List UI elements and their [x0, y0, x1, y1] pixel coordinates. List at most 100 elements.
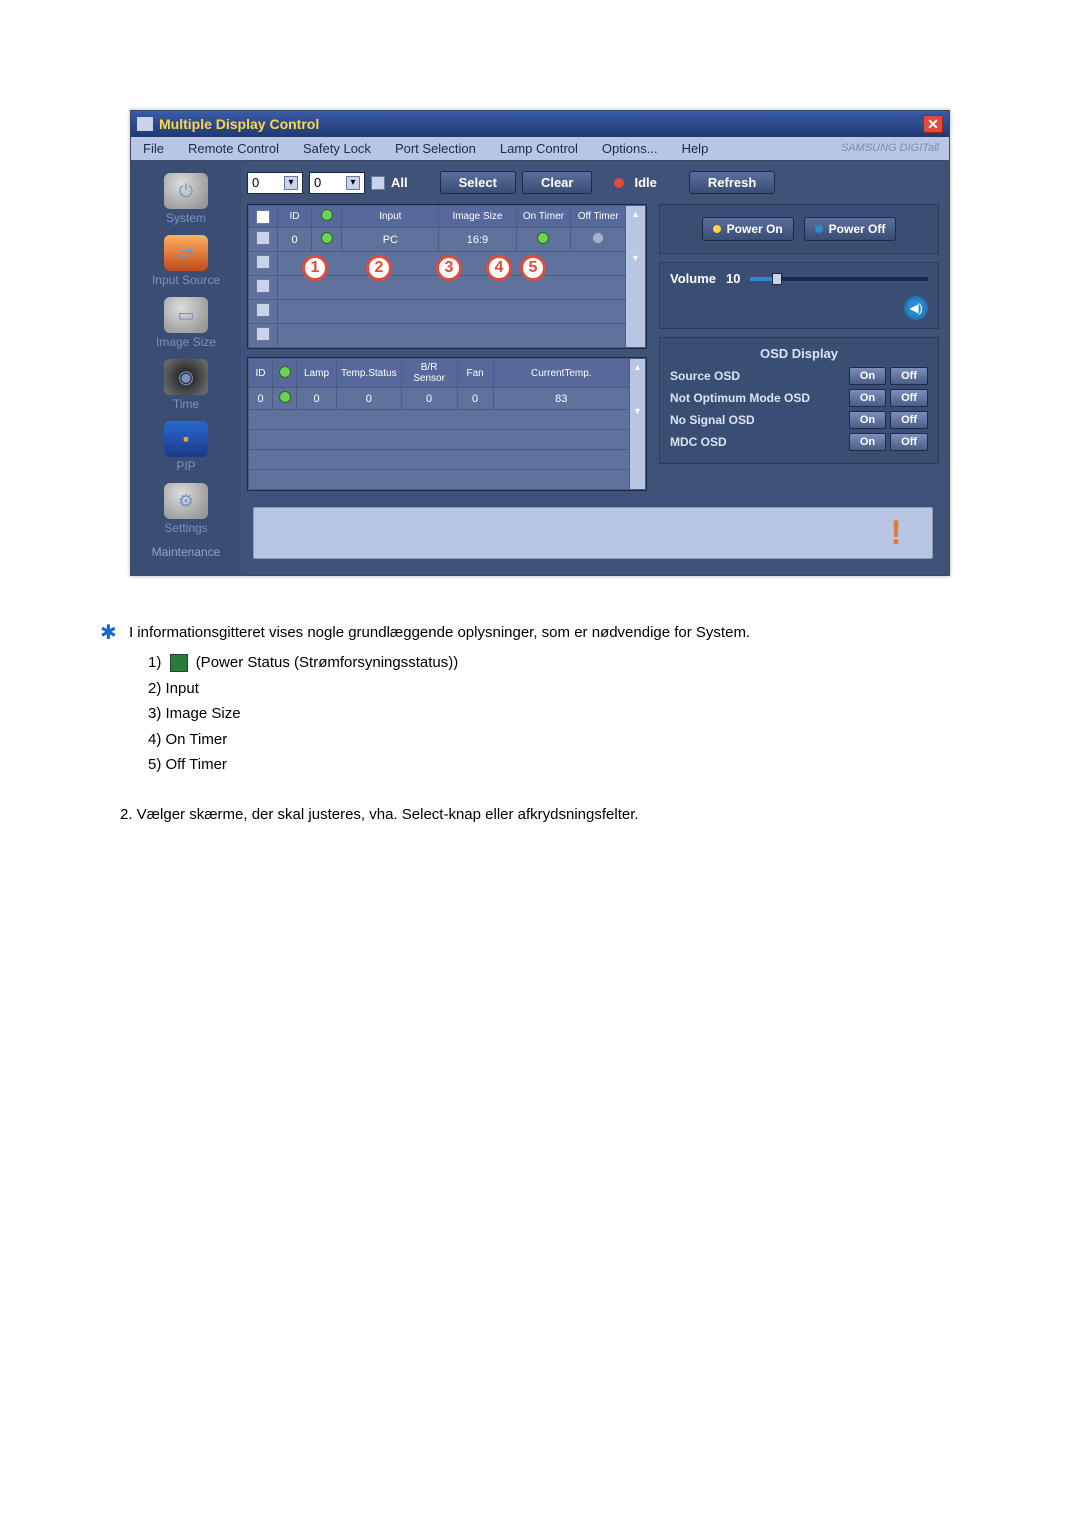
osd-notoptimum-label: Not Optimum Mode OSD: [670, 391, 810, 405]
window-title: Multiple Display Control: [159, 116, 319, 132]
menu-lamp-control[interactable]: Lamp Control: [488, 137, 590, 160]
close-button[interactable]: ✕: [923, 115, 943, 133]
row-currenttemp: 83: [493, 388, 629, 410]
osd-row-mdc: MDC OSD On Off: [670, 433, 928, 451]
chevron-down-icon: ▾: [346, 176, 360, 190]
clear-button[interactable]: Clear: [522, 171, 593, 194]
desc-item-3-text: Image Size: [166, 705, 241, 722]
menu-port-selection[interactable]: Port Selection: [383, 137, 488, 160]
grid2-scrollbar[interactable]: ▴▾: [630, 359, 646, 490]
row-tempstatus: 0: [337, 388, 402, 410]
power-on-button[interactable]: Power On: [702, 217, 794, 241]
main-area: 0 ▾ 0 ▾ All Select Clear Idle Refresh: [241, 161, 949, 575]
select-button[interactable]: Select: [440, 171, 516, 194]
osd-source-label: Source OSD: [670, 369, 740, 383]
system-icon: ⏻: [164, 173, 208, 209]
right-column: Power On Power Off Volume 10: [659, 204, 939, 491]
menu-help[interactable]: Help: [670, 137, 721, 160]
power-panel: Power On Power Off: [659, 204, 939, 254]
menu-file[interactable]: File: [131, 137, 176, 160]
power-off-button[interactable]: Power Off: [804, 217, 897, 241]
grid2-row-0[interactable]: 0 0 0 0 0 83: [249, 388, 646, 410]
grid2-hdr-br: B/R Sensor: [401, 359, 457, 388]
sidebar-label-imagesize: Image Size: [156, 335, 216, 349]
sidebar-item-time[interactable]: ◉ Time: [135, 355, 237, 413]
osd-source-on[interactable]: On: [849, 367, 886, 385]
volume-slider-thumb[interactable]: [772, 273, 782, 285]
sidebar-item-image-size[interactable]: ▭ Image Size: [135, 293, 237, 351]
left-column: 1 2 3 4 5 ✓ ID Input Image Size: [247, 204, 647, 491]
sidebar-item-settings[interactable]: ⚙ Settings: [135, 479, 237, 537]
idle-label: Idle: [634, 175, 656, 190]
power-on-label: Power On: [727, 222, 783, 236]
power-on-dot-icon: [713, 225, 721, 233]
desc-intro-text: I informationsgitteret vises nogle grund…: [129, 624, 750, 641]
idle-dot-icon: [614, 178, 624, 188]
grid1-row-0[interactable]: 0 PC 16:9: [249, 228, 646, 252]
star-icon: ✱: [100, 622, 117, 644]
row-power-dot: [321, 232, 333, 244]
osd-notoptimum-on[interactable]: On: [849, 389, 886, 407]
row-checkbox[interactable]: [256, 255, 270, 269]
desc-item-2-text: Input: [166, 680, 199, 697]
sidebar-label-time: Time: [173, 397, 199, 411]
grid1-hdr-imgsize: Image Size: [439, 206, 516, 228]
menu-remote-control[interactable]: Remote Control: [176, 137, 291, 160]
pip-icon: ▪: [164, 421, 208, 457]
osd-mdc-label: MDC OSD: [670, 435, 727, 449]
body-area: ⏻ System ⇄ Input Source ▭ Image Size ◉ T…: [131, 161, 949, 575]
row-checkbox[interactable]: [256, 327, 270, 341]
osd-source-off[interactable]: Off: [890, 367, 928, 385]
osd-nosignal-off[interactable]: Off: [890, 411, 928, 429]
all-checkbox[interactable]: [371, 176, 385, 190]
sidebar-item-pip[interactable]: ▪ PIP: [135, 417, 237, 475]
sidebar-label-pip: PIP: [176, 459, 195, 473]
grid1-scrollbar[interactable]: ▴▾: [626, 206, 646, 348]
grid1-hdr-id: ID: [277, 206, 312, 228]
desc-item-5: 5) Off Timer: [148, 752, 980, 778]
sidebar-item-input-source[interactable]: ⇄ Input Source: [135, 231, 237, 289]
row-id: 0: [277, 228, 312, 252]
volume-slider[interactable]: [750, 277, 928, 281]
sidebar-item-system[interactable]: ⏻ System: [135, 169, 237, 227]
info-grid-2: ID Lamp Temp.Status B/R Sensor Fan Curre…: [247, 357, 647, 491]
desc-item-3: 3) Image Size: [148, 701, 980, 727]
volume-slider-fill: [750, 277, 771, 281]
power-status-header-icon: [321, 209, 333, 221]
status-bar: !: [253, 507, 933, 559]
dd1-value: 0: [252, 175, 259, 190]
osd-notoptimum-off[interactable]: Off: [890, 389, 928, 407]
speaker-icon[interactable]: ◀): [904, 296, 928, 320]
row-power-dot: [279, 391, 291, 403]
chevron-down-icon: ▾: [284, 176, 298, 190]
brand-label: SAMSUNG DIGITall: [831, 137, 949, 160]
dropdown-2[interactable]: 0 ▾: [309, 172, 365, 194]
osd-mdc-off[interactable]: Off: [890, 433, 928, 451]
callout-1: 1: [302, 255, 328, 281]
settings-icon: ⚙: [164, 483, 208, 519]
titlebar: Multiple Display Control ✕: [131, 111, 949, 137]
grid1-check-all[interactable]: ✓: [256, 210, 270, 224]
osd-nosignal-on[interactable]: On: [849, 411, 886, 429]
sidebar-label-settings: Settings: [164, 521, 207, 535]
dropdown-1[interactable]: 0 ▾: [247, 172, 303, 194]
osd-row-notoptimum: Not Optimum Mode OSD On Off: [670, 389, 928, 407]
toolbar: 0 ▾ 0 ▾ All Select Clear Idle Refresh: [247, 171, 939, 194]
grid2-hdr-id: ID: [249, 359, 273, 388]
desc-item-4: 4) On Timer: [148, 727, 980, 753]
osd-mdc-on[interactable]: On: [849, 433, 886, 451]
grid2-hdr-fan: Fan: [457, 359, 493, 388]
refresh-button[interactable]: Refresh: [689, 171, 775, 194]
row-checkbox[interactable]: [256, 303, 270, 317]
osd-panel: OSD Display Source OSD On Off Not Optimu…: [659, 337, 939, 464]
row-checkbox[interactable]: [256, 231, 270, 245]
input-source-icon: ⇄: [164, 235, 208, 271]
sidebar-item-maintenance[interactable]: Maintenance: [135, 541, 237, 561]
desc-item-1-text: (Power Status (Strømforsyningsstatus)): [196, 654, 459, 671]
dd2-value: 0: [314, 175, 321, 190]
menu-options[interactable]: Options...: [590, 137, 670, 160]
menu-safety-lock[interactable]: Safety Lock: [291, 137, 383, 160]
sidebar-label-system: System: [166, 211, 206, 225]
app-icon: [137, 117, 153, 131]
row-checkbox[interactable]: [256, 279, 270, 293]
